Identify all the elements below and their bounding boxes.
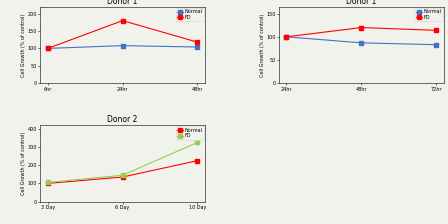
Normal	[45, 47, 51, 50]
FD	[195, 141, 200, 144]
Line: FD: FD	[46, 141, 199, 184]
Y-axis label: Cell Growth (% of control): Cell Growth (% of control)	[21, 13, 26, 77]
FD	[284, 35, 289, 38]
Normal	[358, 41, 364, 44]
Normal	[433, 43, 439, 46]
Legend: Normal, FD: Normal, FD	[176, 8, 204, 21]
FD	[433, 29, 439, 32]
FD	[120, 19, 125, 22]
Title: Donor 1: Donor 1	[108, 0, 138, 6]
Line: Normal: Normal	[46, 159, 199, 185]
Legend: Normal, FD: Normal, FD	[414, 8, 443, 21]
Normal	[120, 44, 125, 47]
FD	[45, 47, 51, 50]
Title: Donor 2: Donor 2	[108, 115, 138, 124]
FD	[195, 41, 200, 43]
Y-axis label: Cell Growth (% of control): Cell Growth (% of control)	[21, 132, 26, 195]
Line: FD: FD	[284, 26, 438, 39]
Line: FD: FD	[46, 19, 199, 50]
Normal	[284, 35, 289, 38]
Line: Normal: Normal	[284, 35, 438, 46]
Legend: Normal, FD: Normal, FD	[176, 126, 204, 140]
Y-axis label: Cell Growth (% of control): Cell Growth (% of control)	[260, 13, 265, 77]
Normal	[195, 46, 200, 48]
Line: Normal: Normal	[46, 44, 199, 50]
Normal	[195, 159, 200, 162]
Normal	[45, 182, 51, 185]
FD	[120, 174, 125, 177]
FD	[358, 26, 364, 29]
FD	[45, 181, 51, 184]
Normal	[120, 176, 125, 178]
Title: Donor 1: Donor 1	[346, 0, 376, 6]
